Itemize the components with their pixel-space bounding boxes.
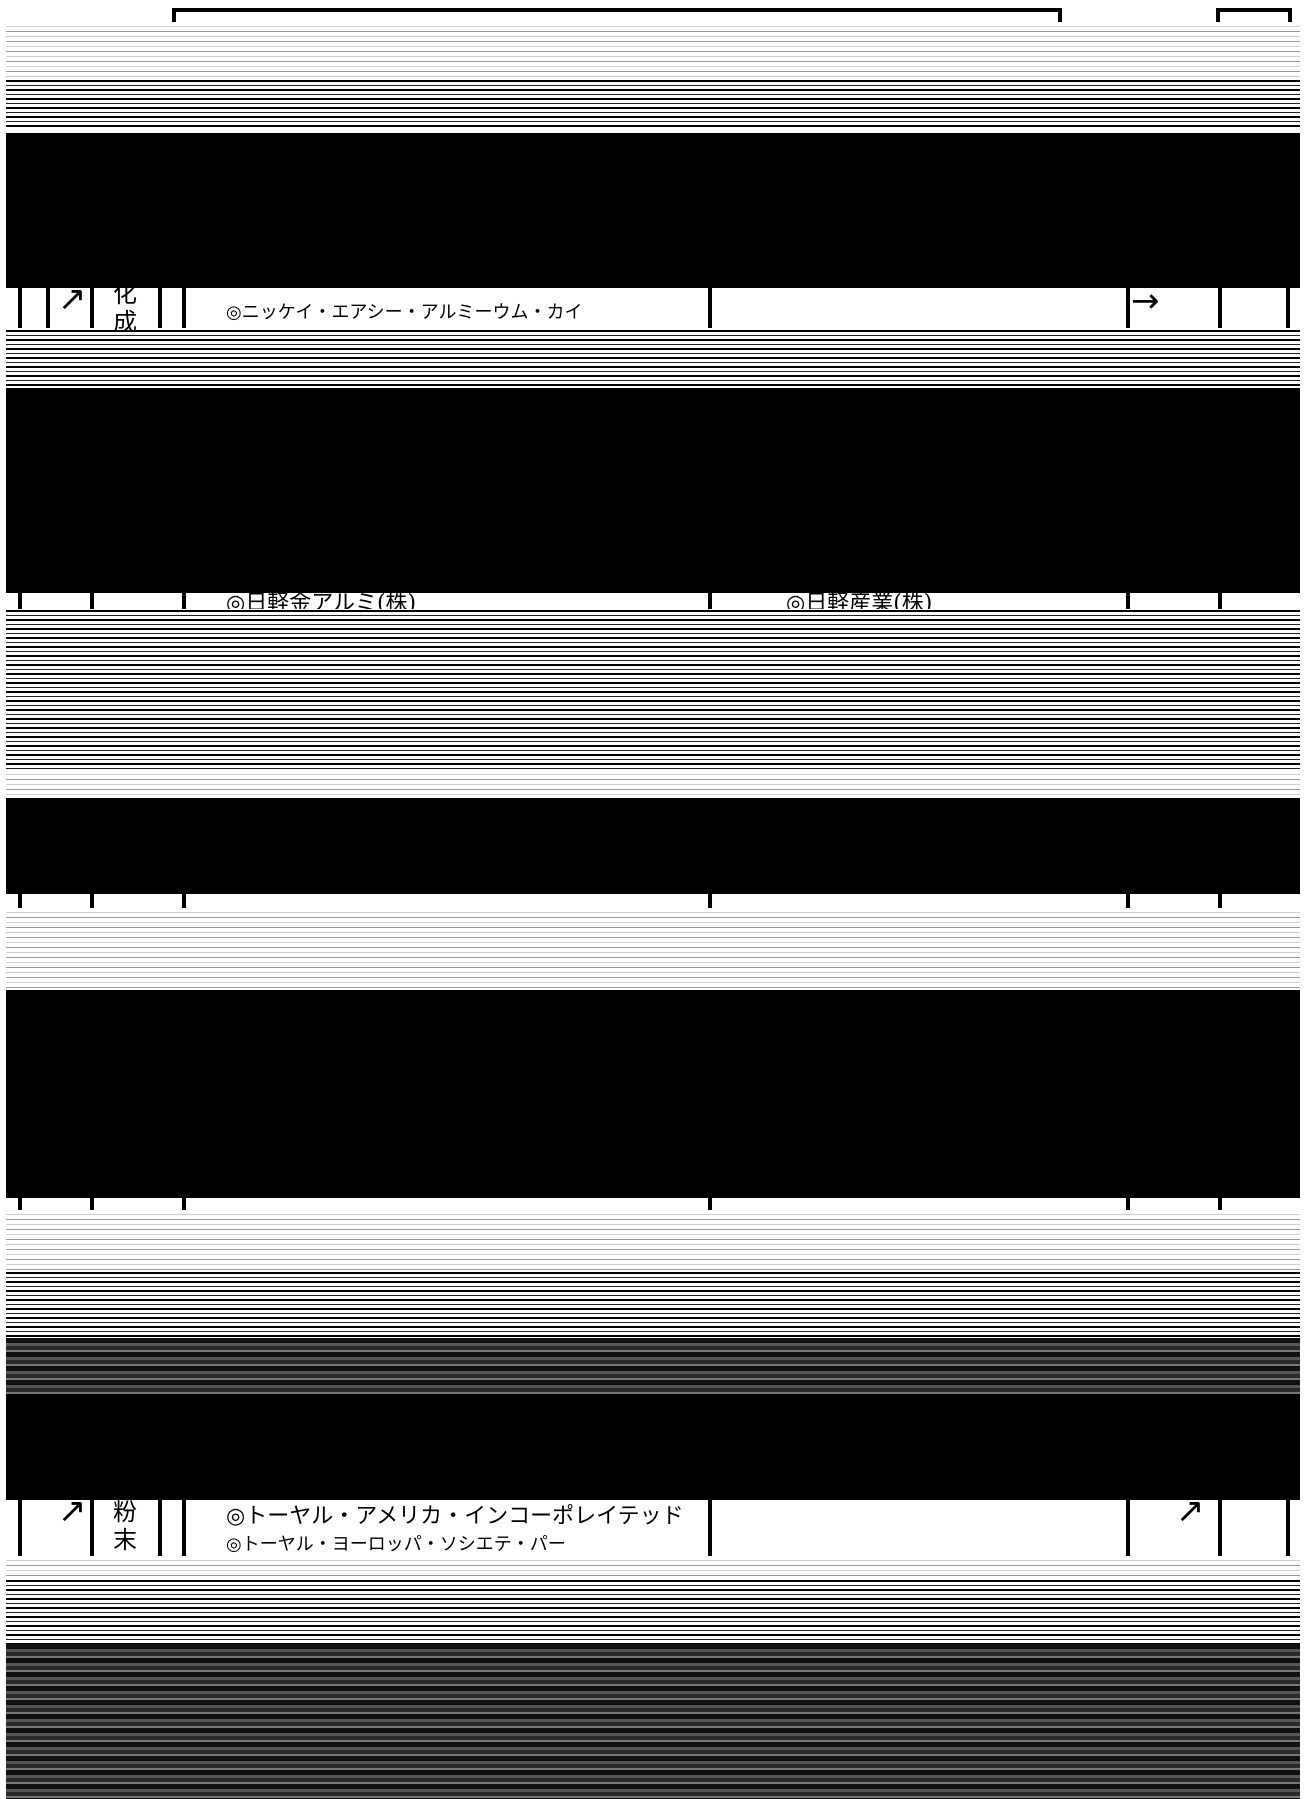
table-border-left bbox=[18, 288, 22, 328]
table-border bbox=[90, 1198, 94, 1210]
table-border bbox=[158, 288, 162, 328]
noise-band bbox=[6, 1272, 1300, 1338]
table-border bbox=[182, 894, 186, 908]
table-border bbox=[158, 1500, 162, 1556]
table-border bbox=[708, 894, 712, 908]
table-border bbox=[46, 288, 50, 328]
table-border-right bbox=[1218, 1198, 1222, 1210]
diagonal-arrow-icon: ↗ bbox=[1176, 1500, 1205, 1528]
redacted-block bbox=[6, 798, 1300, 894]
noise-band bbox=[6, 1580, 1300, 1644]
noise-band-light bbox=[6, 770, 1300, 796]
table-row: ◎日軽金アルミ(株) ◎日軽産業(株) bbox=[6, 593, 1300, 609]
arrow-right-icon: → bbox=[1131, 284, 1160, 318]
table-border-left bbox=[18, 894, 22, 908]
table-border-right bbox=[1286, 1500, 1290, 1556]
noise-band bbox=[6, 330, 1300, 386]
table-border bbox=[1126, 288, 1130, 328]
noise-band-light bbox=[6, 1556, 1300, 1580]
table-border bbox=[182, 288, 186, 328]
company-entry: ◎日軽産業(株) bbox=[786, 593, 932, 609]
redacted-block bbox=[6, 133, 1300, 288]
table-row bbox=[6, 894, 1300, 908]
table-border-left bbox=[18, 593, 22, 609]
table-border-left bbox=[18, 1198, 22, 1210]
company-entry: ◎トーヤル・アメリカ・インコーポレイテッド bbox=[226, 1504, 684, 1530]
redacted-block bbox=[6, 990, 1300, 1198]
table-border bbox=[708, 1198, 712, 1210]
table-border bbox=[90, 288, 94, 328]
table-border bbox=[708, 288, 712, 328]
table-border-right bbox=[1218, 593, 1222, 609]
redacted-block bbox=[6, 388, 1300, 593]
noise-band-light bbox=[6, 1210, 1300, 1272]
company-entry: ◎トーヤル・ヨーロッパ・ソシエテ・パー bbox=[226, 1532, 566, 1556]
table-border bbox=[1218, 1500, 1222, 1556]
table-border bbox=[182, 593, 186, 609]
noise-band-gray bbox=[6, 1644, 1300, 1799]
header-dark-band bbox=[6, 80, 1300, 130]
table-row bbox=[6, 1198, 1300, 1210]
table-border bbox=[182, 1198, 186, 1210]
redacted-block bbox=[6, 1394, 1300, 1500]
category-label: 粉末 bbox=[110, 1500, 140, 1554]
category-label: 化成 bbox=[110, 280, 140, 336]
table-border-right bbox=[1286, 288, 1290, 328]
company-entry: ◎日軽金アルミ(株) bbox=[226, 593, 416, 609]
noise-band bbox=[6, 610, 1300, 770]
table-border bbox=[90, 593, 94, 609]
table-border bbox=[708, 1500, 712, 1556]
table-border bbox=[1218, 288, 1222, 328]
table-border bbox=[1126, 1500, 1130, 1556]
noise-band-light bbox=[6, 908, 1300, 988]
table-row: ↗ 粉末 ◎トーヤル・アメリカ・インコーポレイテッド ◎トーヤル・ヨーロッパ・ソ… bbox=[6, 1500, 1300, 1556]
table-border bbox=[182, 1500, 186, 1556]
diagonal-arrow-icon: ↗ bbox=[58, 282, 87, 316]
table-border bbox=[1126, 1198, 1130, 1210]
table-border-left bbox=[18, 1500, 22, 1556]
table-border bbox=[1126, 894, 1130, 908]
table-row: ↗ 化成 ◎ニッケイ・エアシー・アルミーウム・カイ → bbox=[6, 288, 1300, 328]
table-border bbox=[90, 1500, 94, 1556]
table-border bbox=[708, 593, 712, 609]
table-border-right bbox=[1218, 894, 1222, 908]
header-noise-band bbox=[6, 22, 1300, 78]
noise-band-gray bbox=[6, 1338, 1300, 1394]
table-border bbox=[1126, 593, 1130, 609]
table-border bbox=[90, 894, 94, 908]
diagonal-arrow-icon: ↗ bbox=[58, 1500, 87, 1528]
company-entry: ◎ニッケイ・エアシー・アルミーウム・カイ bbox=[226, 300, 582, 326]
